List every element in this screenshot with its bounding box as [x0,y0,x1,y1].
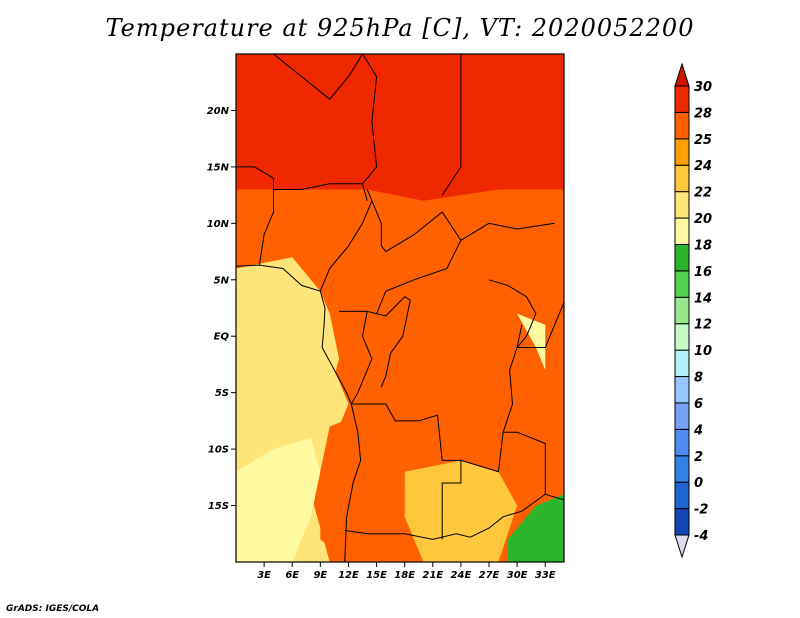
colorbar-label: 24 [694,159,712,174]
colorbar-swatch [674,85,690,113]
x-tick-label: 24E [451,570,472,581]
colorbar-swatch [674,191,690,219]
colorbar-label: 16 [694,265,712,280]
border-car [371,200,462,314]
chart-title: Temperature at 925hPa [C], VT: 202005220… [105,14,695,42]
field-angola [320,415,396,562]
colorbar-swatch [674,455,690,483]
x-tick-label: 18E [394,570,415,581]
border-south-sudan-uganda [488,279,537,348]
border-angola-drc [351,403,462,517]
colorbar-swatch [674,217,690,245]
colorbar-swatch [674,164,690,193]
colorbar-swatch [674,323,690,351]
colorbar-label: 18 [694,238,712,253]
x-tick-label: 6E [285,570,299,581]
colorbar-label: 0 [694,476,703,491]
border-congo-drc [380,299,411,388]
border-angola-namibia [344,529,471,540]
x-tick-label: 3E [257,570,271,581]
colorbar-label: -2 [694,503,708,518]
field-zambia [404,460,518,562]
x-tick-label: 27E [479,570,500,581]
colorbar-swatch [674,296,690,325]
border-drc-east [502,324,523,433]
field-gulf-of-guinea [236,257,340,393]
border-sudan-south [460,222,555,241]
colorbar-label: 20 [694,212,712,227]
field-highlands-south [507,494,564,562]
y-tick-label: 10S [208,445,229,456]
y-tick-label: 15S [208,501,229,512]
x-axis: 3E 6E 9E 12E 15E 18E 21E 24E 27E 30E 33E [257,562,556,581]
temperature-field [236,54,564,562]
field-highlands-east [517,313,546,371]
y-axis: 20N 15N 10N 5N EQ 5S 10S 15S [207,106,236,512]
x-tick-label: 30E [507,570,528,581]
x-tick-label: 21E [422,570,443,581]
y-tick-label: 5S [215,388,229,399]
x-tick-label: 12E [338,570,359,581]
colorbar-label: 8 [694,371,703,386]
field-congo-hot [376,336,424,404]
border-niger-nigeria [273,183,363,190]
border-malawi [545,493,564,501]
border-niger-chad [361,54,378,201]
grads-credit: GrADS: IGES/COLA [6,604,100,614]
y-tick-label: 10N [207,219,230,230]
colorbar-bottom-arrow [674,534,690,559]
colorbar-label: 22 [694,186,712,201]
x-tick-label: 9E [313,570,327,581]
colorbar-swatch [674,402,690,430]
map-frame [235,53,565,563]
colorbar-label: 28 [694,106,712,121]
colorbar-swatch [674,481,690,510]
colorbar-swatch [674,243,690,272]
colorbar-label: 25 [694,133,712,148]
colorbar-label: 30 [694,80,712,95]
y-tick-label: 20N [207,106,230,117]
y-tick-label: 15N [207,162,230,173]
colorbar-label: 2 [694,450,703,465]
colorbar-swatch [674,376,690,404]
border-cameroon-congo [339,296,411,317]
x-tick-label: 33E [535,570,556,581]
border-algeria-niger [273,54,363,100]
border-chad-libya-sudan [367,54,462,196]
field-sahel [236,54,564,201]
colorbar-label: 6 [694,397,703,412]
country-borders [236,54,564,562]
colorbar-label: 10 [694,344,712,359]
field-coastal-cool [236,437,321,562]
coastline [236,264,362,562]
border-zambia [460,431,546,538]
border-nigeria-cameroon [319,189,373,292]
colorbar-label: 12 [694,318,712,333]
colorbar-swatch [674,428,690,457]
colorbar-top-arrow [674,62,690,87]
colorbar-swatch [674,349,690,378]
colorbar-swatch [674,270,690,298]
colorbar-swatch [674,138,690,166]
border-east [517,302,564,348]
y-tick-label: EQ [214,332,230,343]
border-gabon-congo [350,311,373,405]
colorbar-swatch [674,508,690,536]
x-tick-label: 15E [366,570,387,581]
y-tick-label: 5N [214,275,230,286]
colorbar-label: -4 [694,529,708,544]
colorbar-label: 14 [694,291,712,306]
border-niger-benin [236,166,274,266]
colorbar-swatch [674,111,690,140]
colorbar-label: 4 [693,423,703,438]
